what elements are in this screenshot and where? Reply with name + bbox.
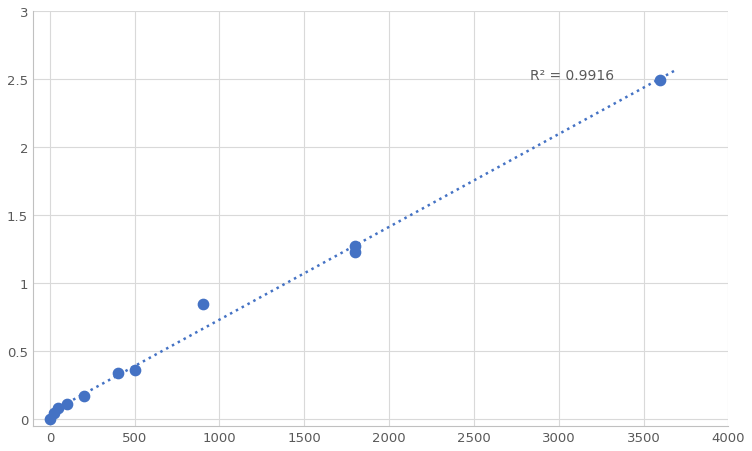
Point (129, 367, 141, 374)
Point (112, 370, 124, 377)
Point (61, 401, 73, 408)
Point (53, 405, 65, 412)
Point (48, 409, 60, 416)
Point (44, 416, 56, 423)
Point (654, 78, 666, 85)
Text: R² = 0.9916: R² = 0.9916 (530, 69, 614, 83)
Point (196, 300, 208, 308)
Point (349, 249, 361, 256)
Point (349, 244, 361, 251)
Point (77, 393, 89, 400)
